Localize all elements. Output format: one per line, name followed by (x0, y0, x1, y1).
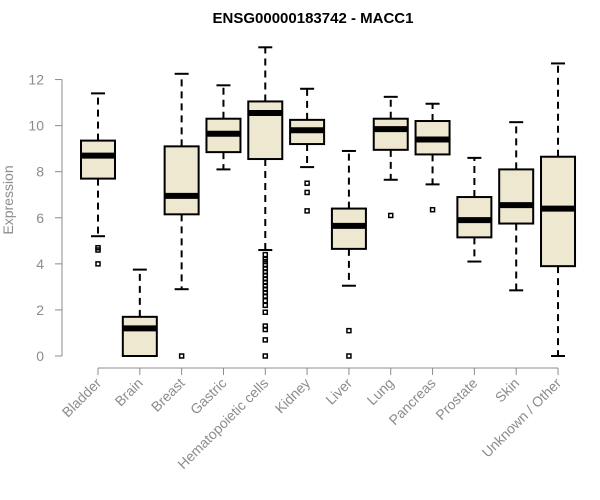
y-tick-label: 12 (28, 72, 44, 88)
outlier-point (262, 297, 269, 304)
box-iqr (121, 315, 158, 357)
outlier-point (429, 206, 436, 213)
outlier-point (262, 309, 269, 315)
y-tick-label: 2 (36, 302, 44, 318)
box-group (121, 268, 158, 357)
outlier-point (95, 244, 101, 251)
category-label: Unknown / Other (479, 375, 565, 461)
y-tick-label: 10 (28, 118, 44, 134)
chart-title: ENSG00000183742 - MACC1 (213, 10, 414, 27)
outlier-point (304, 208, 310, 214)
y-tick-label: 4 (36, 256, 44, 272)
category-label: Bladder (59, 375, 105, 421)
y-axis: 0 2 4 6 8 10 12 (28, 72, 63, 364)
outlier-point (346, 353, 352, 359)
category-label: Kidney (272, 375, 314, 417)
box-group (372, 95, 409, 219)
box-group (289, 87, 326, 214)
box-group (456, 156, 493, 263)
y-tick-label: 6 (36, 210, 44, 226)
box-group (205, 84, 242, 171)
outlier-point (346, 327, 352, 334)
box-group (330, 149, 367, 359)
outlier-point (262, 326, 269, 333)
outlier-point (95, 261, 101, 267)
box-iqr (80, 139, 116, 180)
outlier-point (262, 353, 269, 359)
y-axis-label: Expression (0, 165, 16, 234)
category-label: Liver (322, 375, 355, 408)
category-label: Brain (112, 375, 146, 409)
box-iqr (163, 145, 200, 216)
box-group (80, 92, 116, 267)
y-tick-label: 8 (36, 164, 44, 180)
outlier-point (178, 353, 185, 359)
category-label: Skin (492, 375, 523, 406)
box-group (414, 102, 451, 213)
box-group (498, 121, 535, 292)
category-label: Prostate (432, 375, 480, 423)
outlier-point (387, 212, 394, 219)
box-group (540, 62, 577, 357)
outlier-point (262, 293, 269, 299)
category-label: Breast (148, 375, 188, 415)
box-iqr (498, 168, 535, 225)
category-label: Lung (364, 375, 397, 408)
outlier-point (304, 189, 310, 196)
box-series (80, 46, 577, 359)
outlier-point (262, 302, 269, 309)
box-group (163, 72, 200, 359)
y-tick-label: 0 (36, 348, 44, 364)
outlier-point (262, 251, 269, 258)
outlier-point (304, 180, 310, 186)
box-group (247, 46, 284, 359)
box-iqr (372, 117, 409, 151)
outlier-point (262, 337, 269, 343)
